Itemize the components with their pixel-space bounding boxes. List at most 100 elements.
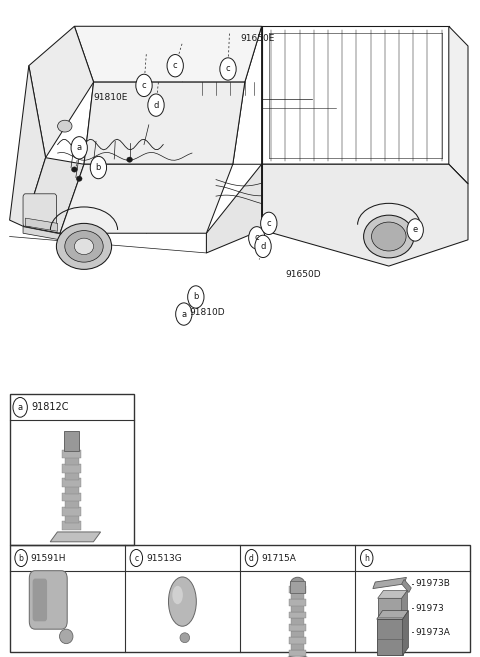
Polygon shape [449,26,468,184]
Circle shape [220,58,236,80]
Bar [289,612,306,618]
Ellipse shape [65,231,103,262]
Circle shape [249,227,265,249]
Polygon shape [25,218,58,231]
Text: 91973A: 91973A [415,628,450,637]
Ellipse shape [60,629,73,644]
Polygon shape [50,532,101,542]
Polygon shape [377,619,403,655]
Polygon shape [262,164,468,266]
Circle shape [176,303,192,325]
Ellipse shape [168,577,196,626]
FancyBboxPatch shape [29,571,67,629]
Bar [62,478,82,487]
Circle shape [188,286,204,308]
Polygon shape [60,164,233,233]
Bar [62,493,82,501]
Text: 91973B: 91973B [415,579,450,589]
Text: 91810D: 91810D [190,307,225,317]
FancyBboxPatch shape [33,579,47,622]
Bar [65,514,79,523]
Circle shape [245,549,258,566]
Bar [290,581,305,593]
Text: 91973: 91973 [415,604,444,613]
Text: a: a [181,309,186,319]
Circle shape [407,219,423,241]
Circle shape [255,235,271,258]
Bar [289,624,306,631]
Text: 91591H: 91591H [31,553,66,562]
Text: c: c [254,233,259,242]
Polygon shape [377,610,408,619]
Text: c: c [134,553,138,562]
Text: 91810E: 91810E [94,93,128,102]
Bar [10,545,470,652]
Circle shape [148,94,164,116]
Bar [291,618,304,625]
Bar [65,486,79,494]
Circle shape [136,74,152,97]
Text: 91513G: 91513G [146,553,181,562]
Text: c: c [173,61,178,70]
Circle shape [13,397,27,417]
Circle shape [167,55,183,77]
Polygon shape [74,26,262,82]
Text: c: c [226,64,230,74]
Bar [289,599,306,606]
Circle shape [261,212,277,235]
Text: d: d [249,553,254,562]
Ellipse shape [76,176,82,181]
Text: c: c [266,219,271,228]
Polygon shape [206,164,262,253]
Bar [291,605,304,612]
Text: a: a [18,403,23,412]
Polygon shape [373,578,407,589]
Polygon shape [24,158,84,233]
Bar [289,587,306,593]
Bar [65,443,79,451]
Text: a: a [77,143,82,152]
Ellipse shape [58,120,72,132]
Ellipse shape [364,215,414,258]
Ellipse shape [281,656,314,657]
Text: e: e [413,225,418,235]
Text: 91715A: 91715A [261,553,296,562]
Bar [62,450,82,459]
Polygon shape [402,579,411,593]
Bar [62,464,82,472]
Polygon shape [378,591,408,599]
Text: b: b [19,553,24,562]
Text: 91650D: 91650D [286,270,321,279]
Text: h: h [364,553,369,562]
FancyBboxPatch shape [23,194,57,227]
Ellipse shape [93,160,99,166]
Polygon shape [10,66,46,227]
Polygon shape [378,599,402,633]
Ellipse shape [172,586,183,604]
Ellipse shape [57,223,111,269]
Ellipse shape [74,238,94,254]
Bar [65,457,79,465]
Ellipse shape [290,578,305,591]
Circle shape [15,549,27,566]
Bar [289,637,306,643]
Ellipse shape [72,167,77,172]
Circle shape [71,137,87,159]
Text: 91650E: 91650E [240,34,275,43]
Polygon shape [262,164,468,184]
Polygon shape [64,432,80,451]
Bar [62,507,82,516]
Polygon shape [403,610,408,655]
Circle shape [360,549,373,566]
Polygon shape [84,82,245,164]
Text: d: d [153,101,159,110]
Polygon shape [402,591,408,633]
Ellipse shape [180,633,190,643]
Text: c: c [142,81,146,90]
Bar [65,500,79,509]
Bar [291,593,304,599]
Text: d: d [260,242,266,251]
Bar [65,471,79,480]
Bar [10,394,134,545]
Polygon shape [23,227,60,240]
